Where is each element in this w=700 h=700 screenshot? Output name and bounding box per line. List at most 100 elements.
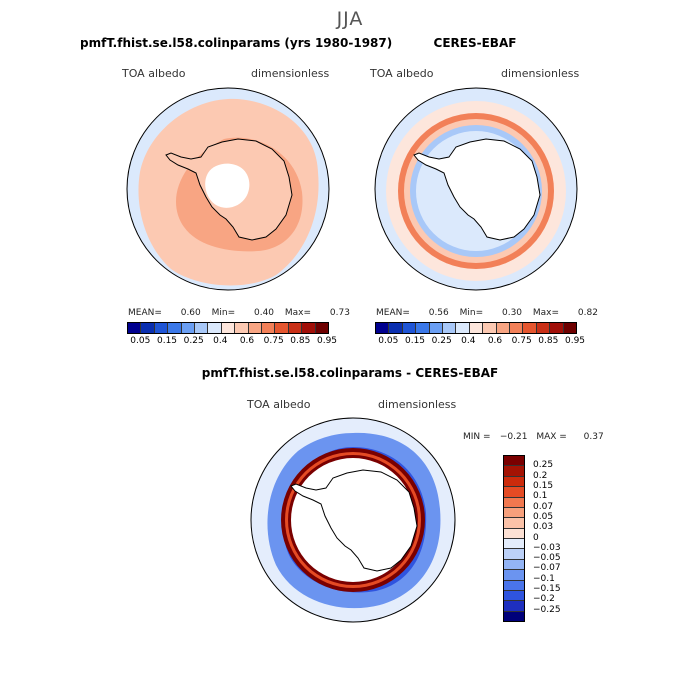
- colorbar-swatch: [221, 323, 236, 333]
- colorbar-swatch: [504, 528, 524, 539]
- panel2-max-label: Max=: [532, 308, 560, 318]
- panel3-colorbar: [503, 455, 525, 622]
- panel1-units: dimensionless: [251, 67, 330, 80]
- colorbar-swatch: [376, 323, 390, 333]
- colorbar-tick-label: 0.85: [290, 336, 311, 346]
- colorbar-swatch: [504, 476, 524, 488]
- colorbar-tick-label: 0.03: [533, 522, 554, 533]
- colorbar-swatch: [302, 323, 316, 333]
- panel1-max-value: 0.73: [329, 308, 350, 318]
- colorbar-tick-label: 0.75: [263, 336, 284, 346]
- colorbar-tick-label: 0.15: [404, 336, 426, 346]
- panel2-mean-value: 0.56: [428, 308, 449, 318]
- panel1-map: [126, 87, 330, 291]
- panel2-min-label: Min=: [459, 308, 484, 318]
- colorbar-tick-label: 0.6: [487, 336, 503, 346]
- colorbar-tick-label: −0.05: [533, 553, 561, 564]
- colorbar-tick-label: −0.1: [533, 573, 555, 584]
- colorbar-swatch: [504, 570, 524, 581]
- colorbar-tick-label: 0.15: [533, 480, 554, 491]
- colorbar-swatch: [168, 323, 182, 333]
- colorbar-tick-label: 0.05: [130, 336, 151, 346]
- panel1-mean-value: 0.60: [180, 308, 201, 318]
- colorbar-swatch: [315, 323, 329, 333]
- panel2-antarctica-coast: [413, 138, 541, 241]
- panel1-mean-label: MEAN=: [128, 308, 162, 318]
- colorbar-tick-label: −0.15: [533, 584, 561, 595]
- colorbar-tick-label: 0.4: [461, 336, 476, 346]
- panel2-title: CERES-EBAF: [433, 36, 517, 50]
- colorbar-swatch: [469, 323, 484, 333]
- panel3-colorbar-labels: 0.25 0.2 0.15 0.1 0.07 0.05 0.03 0 −0.03 −0.05 −0.…: [533, 455, 593, 620]
- colorbar-swatch: [504, 497, 524, 508]
- colorbar-swatch: [288, 323, 303, 333]
- panel3-max-value: 0.37: [583, 432, 604, 442]
- colorbar-tick-label: 0.25: [431, 336, 452, 346]
- colorbar-tick-label: 0.4: [213, 336, 228, 346]
- panel1-min-value: 0.40: [253, 308, 275, 318]
- season-title: JJA: [336, 8, 364, 30]
- colorbar-swatch: [154, 323, 169, 333]
- panel2-stats: MEAN= 0.56 Min= 0.30 Max= 0.82: [376, 308, 598, 318]
- colorbar-swatch: [504, 549, 524, 560]
- panel3-antarctica-coast: [290, 469, 418, 572]
- colorbar-swatch: [416, 323, 430, 333]
- colorbar-tick-label: −0.2: [533, 594, 555, 605]
- colorbar-swatch: [141, 323, 155, 333]
- panel1-variable: TOA albedo: [122, 67, 186, 80]
- colorbar-swatch: [504, 539, 524, 550]
- colorbar-tick-label: 0.6: [239, 336, 255, 346]
- colorbar-swatch: [402, 323, 417, 333]
- colorbar-swatch: [504, 590, 524, 602]
- colorbar-swatch: [523, 323, 537, 333]
- colorbar-swatch: [429, 323, 444, 333]
- panel1-max-label: Max=: [284, 308, 312, 318]
- colorbar-tick-label: 0.15: [156, 336, 178, 346]
- colorbar-tick-label: 0: [533, 532, 539, 543]
- panel2-map: [374, 87, 578, 291]
- colorbar-swatch: [195, 323, 209, 333]
- colorbar-swatch: [389, 323, 403, 333]
- colorbar-swatch: [443, 323, 457, 333]
- panel3-map: [250, 417, 456, 623]
- panel1-colorbar: [127, 322, 329, 334]
- colorbar-swatch: [504, 487, 524, 498]
- panel3-min-label: MIN =: [463, 432, 491, 442]
- colorbar-swatch: [504, 466, 524, 477]
- panel2-colorbar-labels: 0.05 0.15 0.25 0.4 0.6 0.75 0.85 0.95: [375, 336, 585, 348]
- colorbar-swatch: [504, 559, 524, 571]
- colorbar-tick-label: 0.85: [538, 336, 559, 346]
- colorbar-swatch: [504, 611, 524, 621]
- panel1-colorbar-labels: 0.05 0.15 0.25 0.4 0.6 0.75 0.85 0.95: [127, 336, 337, 348]
- colorbar-swatch: [456, 323, 470, 333]
- colorbar-tick-label: −0.03: [533, 542, 561, 553]
- colorbar-swatch: [181, 323, 196, 333]
- colorbar-swatch: [483, 323, 497, 333]
- colorbar-tick-label: 0.95: [564, 336, 586, 346]
- colorbar-swatch: [504, 601, 524, 612]
- colorbar-swatch: [496, 323, 511, 333]
- colorbar-swatch: [248, 323, 263, 333]
- colorbar-swatch: [504, 580, 524, 591]
- panel2-map-border: [374, 87, 578, 291]
- colorbar-swatch: [504, 507, 524, 519]
- panel3-variable: TOA albedo: [247, 398, 311, 411]
- panel1-stats: MEAN= 0.60 Min= 0.40 Max= 0.73: [128, 308, 350, 318]
- panel3-max-label: MAX =: [536, 432, 567, 442]
- colorbar-tick-label: 0.05: [378, 336, 399, 346]
- panel2-colorbar: [375, 322, 577, 334]
- panel3-min-value: −0.21: [499, 432, 528, 442]
- panel3-title: pmfT.fhist.se.l58.colinparams - CERES-EB…: [201, 366, 499, 380]
- colorbar-swatch: [563, 323, 577, 333]
- colorbar-swatch: [128, 323, 142, 333]
- colorbar-tick-label: 0.25: [183, 336, 204, 346]
- panel2-min-value: 0.30: [501, 308, 523, 318]
- colorbar-swatch: [275, 323, 289, 333]
- colorbar-tick-label: 0.07: [533, 501, 554, 512]
- colorbar-swatch: [262, 323, 276, 333]
- colorbar-swatch: [504, 456, 524, 467]
- colorbar-swatch: [208, 323, 222, 333]
- panel1-interior-missing: [205, 163, 250, 208]
- colorbar-tick-label: 0.05: [533, 511, 554, 522]
- panel2-variable: TOA albedo: [370, 67, 434, 80]
